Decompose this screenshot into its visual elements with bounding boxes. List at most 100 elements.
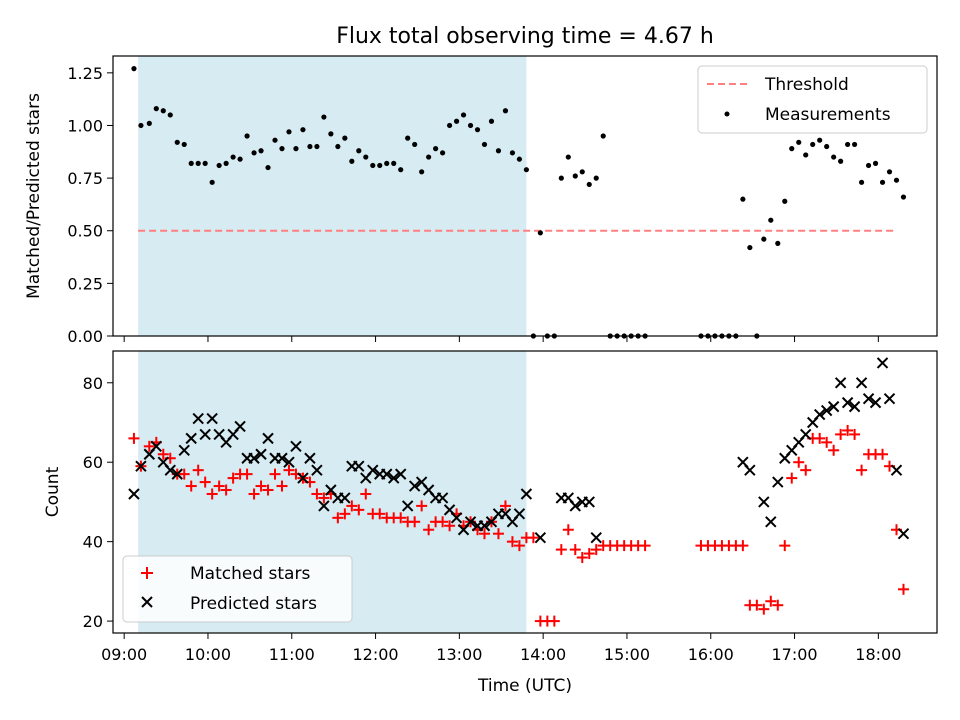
measurement-point [405,135,411,141]
measurement-point [810,141,816,148]
matched-star-point [241,468,253,480]
matched-star-point [849,428,861,440]
matched-star-point [639,540,651,552]
measurement-point [852,141,858,148]
matched-star-point [506,536,518,548]
measurement-point [900,194,907,200]
measurement-point [300,127,306,133]
predicted-star-stroke [353,460,365,472]
bottom-y-tick-label: 80 [83,374,103,393]
predicted-star-point [192,412,204,425]
legend-measurements-label: Measurements [765,105,891,125]
matched-star-point [423,524,435,536]
predicted-star-point [820,404,833,417]
predicted-star-stroke [157,456,169,468]
top-y-tick-label: 0.25 [67,274,103,293]
matched-star-point [332,512,344,524]
matched-star-point [513,540,525,552]
predicted-star-point [128,488,140,500]
bottom-y-tick-label: 40 [83,533,103,552]
matched-star-point [318,492,330,504]
predicted-star-stroke [255,448,267,460]
predicted-star-stroke [213,428,225,441]
measurement-point [244,133,250,139]
measurement-point [272,137,278,143]
measurement-point [579,169,585,175]
matched-star-point [220,484,232,496]
predicted-star-stroke [520,488,533,500]
matched-star-point [269,468,281,480]
matched-star-point [751,599,763,611]
matched-star-point [311,488,323,500]
measurement-point [831,154,837,160]
predicted-star-point [262,432,274,445]
top-y-tick-label: 0.00 [67,327,103,346]
predicted-star-point [367,464,379,476]
predicted-star-point [464,516,477,528]
matched-star-point [478,528,490,540]
predicted-star-point [478,520,491,532]
legend-predicted-label: Predicted stars [190,594,317,614]
predicted-star-point [178,444,190,457]
measurement-point [747,244,753,251]
measurement-point [523,167,529,173]
predicted-star-point [255,448,267,460]
measurement-point [174,139,180,145]
matched-star-point [814,432,826,444]
predicted-star-stroke [758,496,770,508]
predicted-star-point [534,531,547,544]
predicted-star-point [388,472,400,484]
measurement-point [838,158,844,164]
predicted-star-point [234,420,246,433]
x-tick-label: 17:00 [771,645,817,664]
predicted-star-point [758,496,770,508]
measurement-point [370,162,376,169]
predicted-star-stroke [381,468,393,480]
predicted-star-stroke [248,452,260,464]
matched-star-point [227,472,239,484]
predicted-star-stroke [890,464,903,476]
predicted-star-point [583,496,595,508]
predicted-star-stroke [164,464,176,476]
predicted-star-point [276,452,288,464]
measurement-point [131,66,137,72]
matched-star-point [346,500,358,512]
measurement-point [782,198,788,204]
predicted-star-stroke [820,404,833,417]
measurement-point [893,177,900,183]
predicted-star-point [199,428,211,441]
predicted-star-stroke [415,476,428,488]
predicted-star-point [408,480,421,492]
matched-star-point [276,480,288,492]
legend-matched-marker [141,567,153,579]
matched-star-point [206,488,218,500]
matched-star-point [444,520,456,532]
matched-star-point [409,516,421,528]
predicted-star-stroke [772,476,784,488]
matched-star-point [737,540,749,552]
predicted-star-point [318,500,330,512]
predicted-star-point [876,357,889,369]
measurement-point [433,146,439,152]
measurement-point [209,179,215,185]
predicted-star-point [339,492,351,504]
measurement-point [188,160,194,166]
top-panel: 0.00 0.25 0.50 0.75 1.00 1.25 Matched/Predict… [24,55,938,346]
bottom-y-axis-label: Count [43,466,63,517]
matched-star-point [590,544,602,556]
measurement-point [516,156,523,162]
predicted-star-point [800,428,812,441]
predicted-star-point [569,500,581,512]
matched-star-point [576,552,588,564]
predicted-star-point [394,468,407,480]
predicted-star-stroke [834,377,847,389]
predicted-star-stroke [311,464,323,476]
top-plot-area [131,66,907,339]
matched-star-point [499,500,511,512]
measurement-point [817,137,823,143]
matched-star-point [897,583,909,595]
predicted-star-point [381,468,393,480]
measurement-point [824,143,830,150]
measurement-point [481,141,488,148]
